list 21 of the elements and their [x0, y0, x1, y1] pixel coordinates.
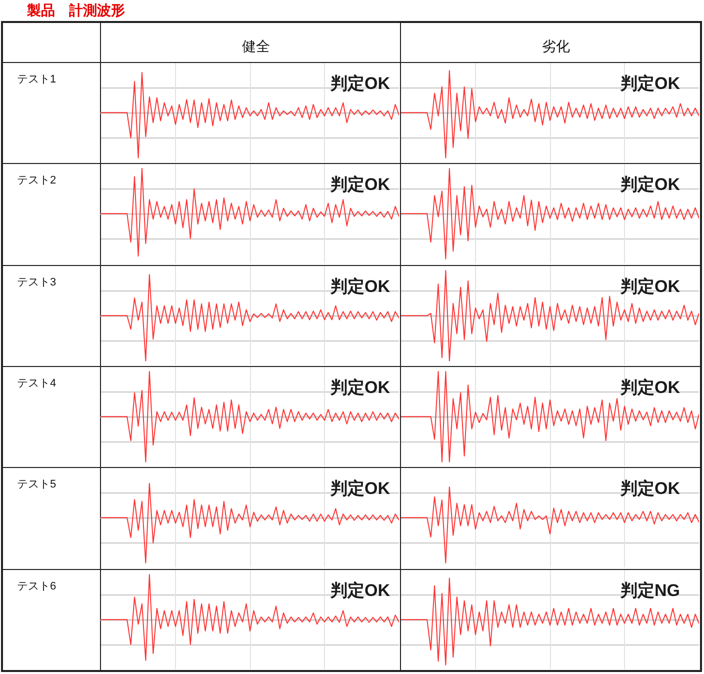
annotation: 判定OK — [330, 580, 391, 600]
annotation: 判定OK — [330, 479, 391, 498]
annotation: 判定OK — [620, 175, 681, 194]
annotation: 判定OK — [620, 378, 681, 397]
y-axis-title: テスト3 — [17, 276, 56, 288]
annotation: 判定NG — [620, 580, 680, 600]
y-axis-title: テスト2 — [17, 174, 56, 187]
chart-title: 劣化 — [542, 38, 570, 54]
annotation: 判定OK — [330, 378, 391, 397]
y-axis-title: テスト4 — [17, 378, 56, 390]
text: 製品 計測波形 — [27, 2, 125, 19]
y-axis-title: テスト1 — [17, 74, 56, 86]
chart-title: 健全 — [242, 38, 270, 54]
annotation: 判定OK — [620, 74, 681, 93]
annotation: 判定OK — [330, 74, 391, 93]
annotation: 判定OK — [330, 276, 391, 296]
y-axis-title: テスト6 — [17, 580, 56, 592]
annotation: 判定OK — [620, 479, 681, 498]
annotation: 判定OK — [620, 276, 681, 296]
y-axis-title: テスト5 — [17, 478, 56, 491]
annotation: 判定OK — [330, 175, 391, 194]
